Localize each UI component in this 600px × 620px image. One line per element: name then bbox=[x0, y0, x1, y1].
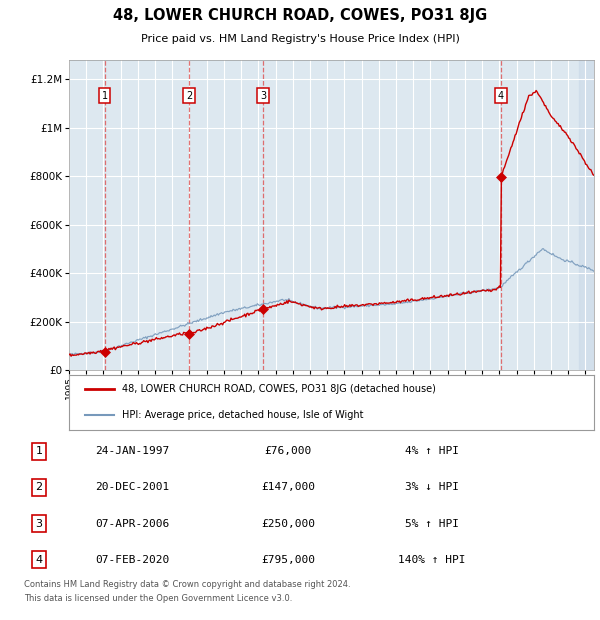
Text: £76,000: £76,000 bbox=[265, 446, 311, 456]
Bar bbox=[578, 60, 594, 370]
Text: Contains HM Land Registry data © Crown copyright and database right 2024.: Contains HM Land Registry data © Crown c… bbox=[24, 580, 350, 589]
Text: 3: 3 bbox=[35, 518, 43, 529]
Text: 48, LOWER CHURCH ROAD, COWES, PO31 8JG: 48, LOWER CHURCH ROAD, COWES, PO31 8JG bbox=[113, 8, 487, 23]
Text: 4: 4 bbox=[498, 91, 504, 100]
Text: 07-FEB-2020: 07-FEB-2020 bbox=[95, 555, 169, 565]
Text: 2: 2 bbox=[186, 91, 192, 100]
Text: 4: 4 bbox=[35, 555, 43, 565]
Text: 4% ↑ HPI: 4% ↑ HPI bbox=[405, 446, 459, 456]
Text: 1: 1 bbox=[101, 91, 107, 100]
Text: 3: 3 bbox=[260, 91, 266, 100]
Text: This data is licensed under the Open Government Licence v3.0.: This data is licensed under the Open Gov… bbox=[24, 594, 292, 603]
Text: 24-JAN-1997: 24-JAN-1997 bbox=[95, 446, 169, 456]
Text: £250,000: £250,000 bbox=[261, 518, 315, 529]
Text: 140% ↑ HPI: 140% ↑ HPI bbox=[398, 555, 466, 565]
Text: 5% ↑ HPI: 5% ↑ HPI bbox=[405, 518, 459, 529]
Text: HPI: Average price, detached house, Isle of Wight: HPI: Average price, detached house, Isle… bbox=[121, 410, 363, 420]
Text: 20-DEC-2001: 20-DEC-2001 bbox=[95, 482, 169, 492]
Text: 07-APR-2006: 07-APR-2006 bbox=[95, 518, 169, 529]
Text: £147,000: £147,000 bbox=[261, 482, 315, 492]
Text: Price paid vs. HM Land Registry's House Price Index (HPI): Price paid vs. HM Land Registry's House … bbox=[140, 34, 460, 44]
Text: £795,000: £795,000 bbox=[261, 555, 315, 565]
Text: 1: 1 bbox=[35, 446, 43, 456]
Text: 48, LOWER CHURCH ROAD, COWES, PO31 8JG (detached house): 48, LOWER CHURCH ROAD, COWES, PO31 8JG (… bbox=[121, 384, 436, 394]
Text: 3% ↓ HPI: 3% ↓ HPI bbox=[405, 482, 459, 492]
Text: 2: 2 bbox=[35, 482, 43, 492]
